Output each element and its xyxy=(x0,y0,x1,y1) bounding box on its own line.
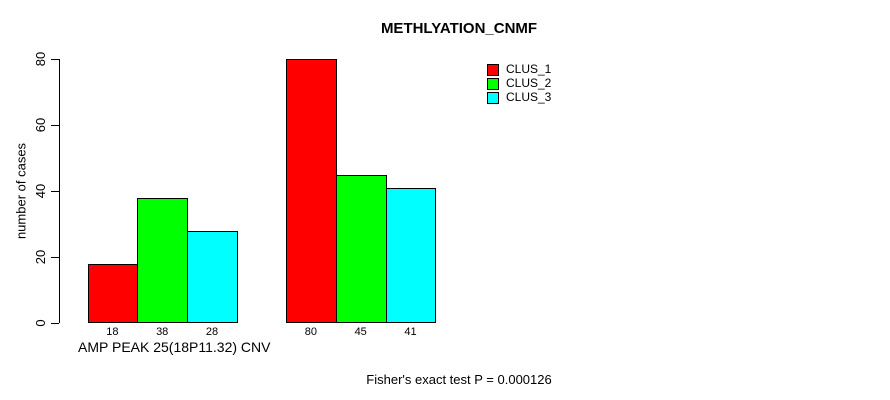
bar-clus_2-group1 xyxy=(137,197,189,323)
bar-value-label-clus_2-group1: 38 xyxy=(156,326,169,338)
legend-label-clus_2: CLUS_2 xyxy=(506,76,552,90)
y-tick-label-20: 20 xyxy=(33,249,48,265)
bar-clus_1-group1 xyxy=(87,263,139,323)
legend-swatch-clus_3 xyxy=(487,91,499,104)
bar-clus_1-group2 xyxy=(286,59,337,323)
y-tick-40 xyxy=(51,190,59,192)
legend-row-clus_2: CLUS_2 xyxy=(487,77,551,90)
fisher-test-annotation: Fisher's exact test P = 0.000126 xyxy=(366,372,552,387)
y-tick-label-60: 60 xyxy=(33,117,48,133)
legend-row-clus_3: CLUS_3 xyxy=(487,91,551,104)
legend-label-clus_3: CLUS_3 xyxy=(506,90,552,104)
y-tick-0 xyxy=(51,322,59,324)
bar-value-label-clus_1-group1: 18 xyxy=(106,326,119,338)
legend: CLUS_1 CLUS_2 CLUS_3 xyxy=(487,63,551,105)
bar-value-label-clus_1-group2: 80 xyxy=(304,326,318,338)
legend-swatch-clus_2 xyxy=(487,77,499,90)
plot-area: 0 20 40 60 80 xyxy=(33,52,459,327)
chart-title: METHLYATION_CNMF xyxy=(380,20,538,37)
x-axis-title: AMP PEAK 25(18P11.32) CNV xyxy=(78,339,271,355)
y-axis-line xyxy=(59,59,60,323)
y-tick-60 xyxy=(51,124,59,126)
bar-value-labels: 18 80 38 45 28 41 xyxy=(59,326,459,340)
bar-clus_3-group2 xyxy=(385,187,437,323)
y-tick-80 xyxy=(51,58,59,60)
y-axis-title: number of cases xyxy=(13,142,29,240)
legend-label-clus_1: CLUS_1 xyxy=(506,62,552,76)
bar-value-label-clus_3-group2: 41 xyxy=(404,326,417,338)
legend-row-clus_1: CLUS_1 xyxy=(487,63,551,76)
bar-clus_2-group2 xyxy=(335,174,387,323)
bar-clus_3-group1 xyxy=(187,230,238,323)
y-tick-label-80: 80 xyxy=(33,51,48,67)
y-tick-label-40: 40 xyxy=(33,183,48,199)
legend-swatch-clus_1 xyxy=(487,63,499,76)
y-tick-label-0: 0 xyxy=(33,319,48,327)
bar-value-label-clus_2-group2: 45 xyxy=(354,326,367,338)
bar-value-label-clus_3-group1: 28 xyxy=(205,326,219,338)
y-tick-20 xyxy=(51,256,59,258)
